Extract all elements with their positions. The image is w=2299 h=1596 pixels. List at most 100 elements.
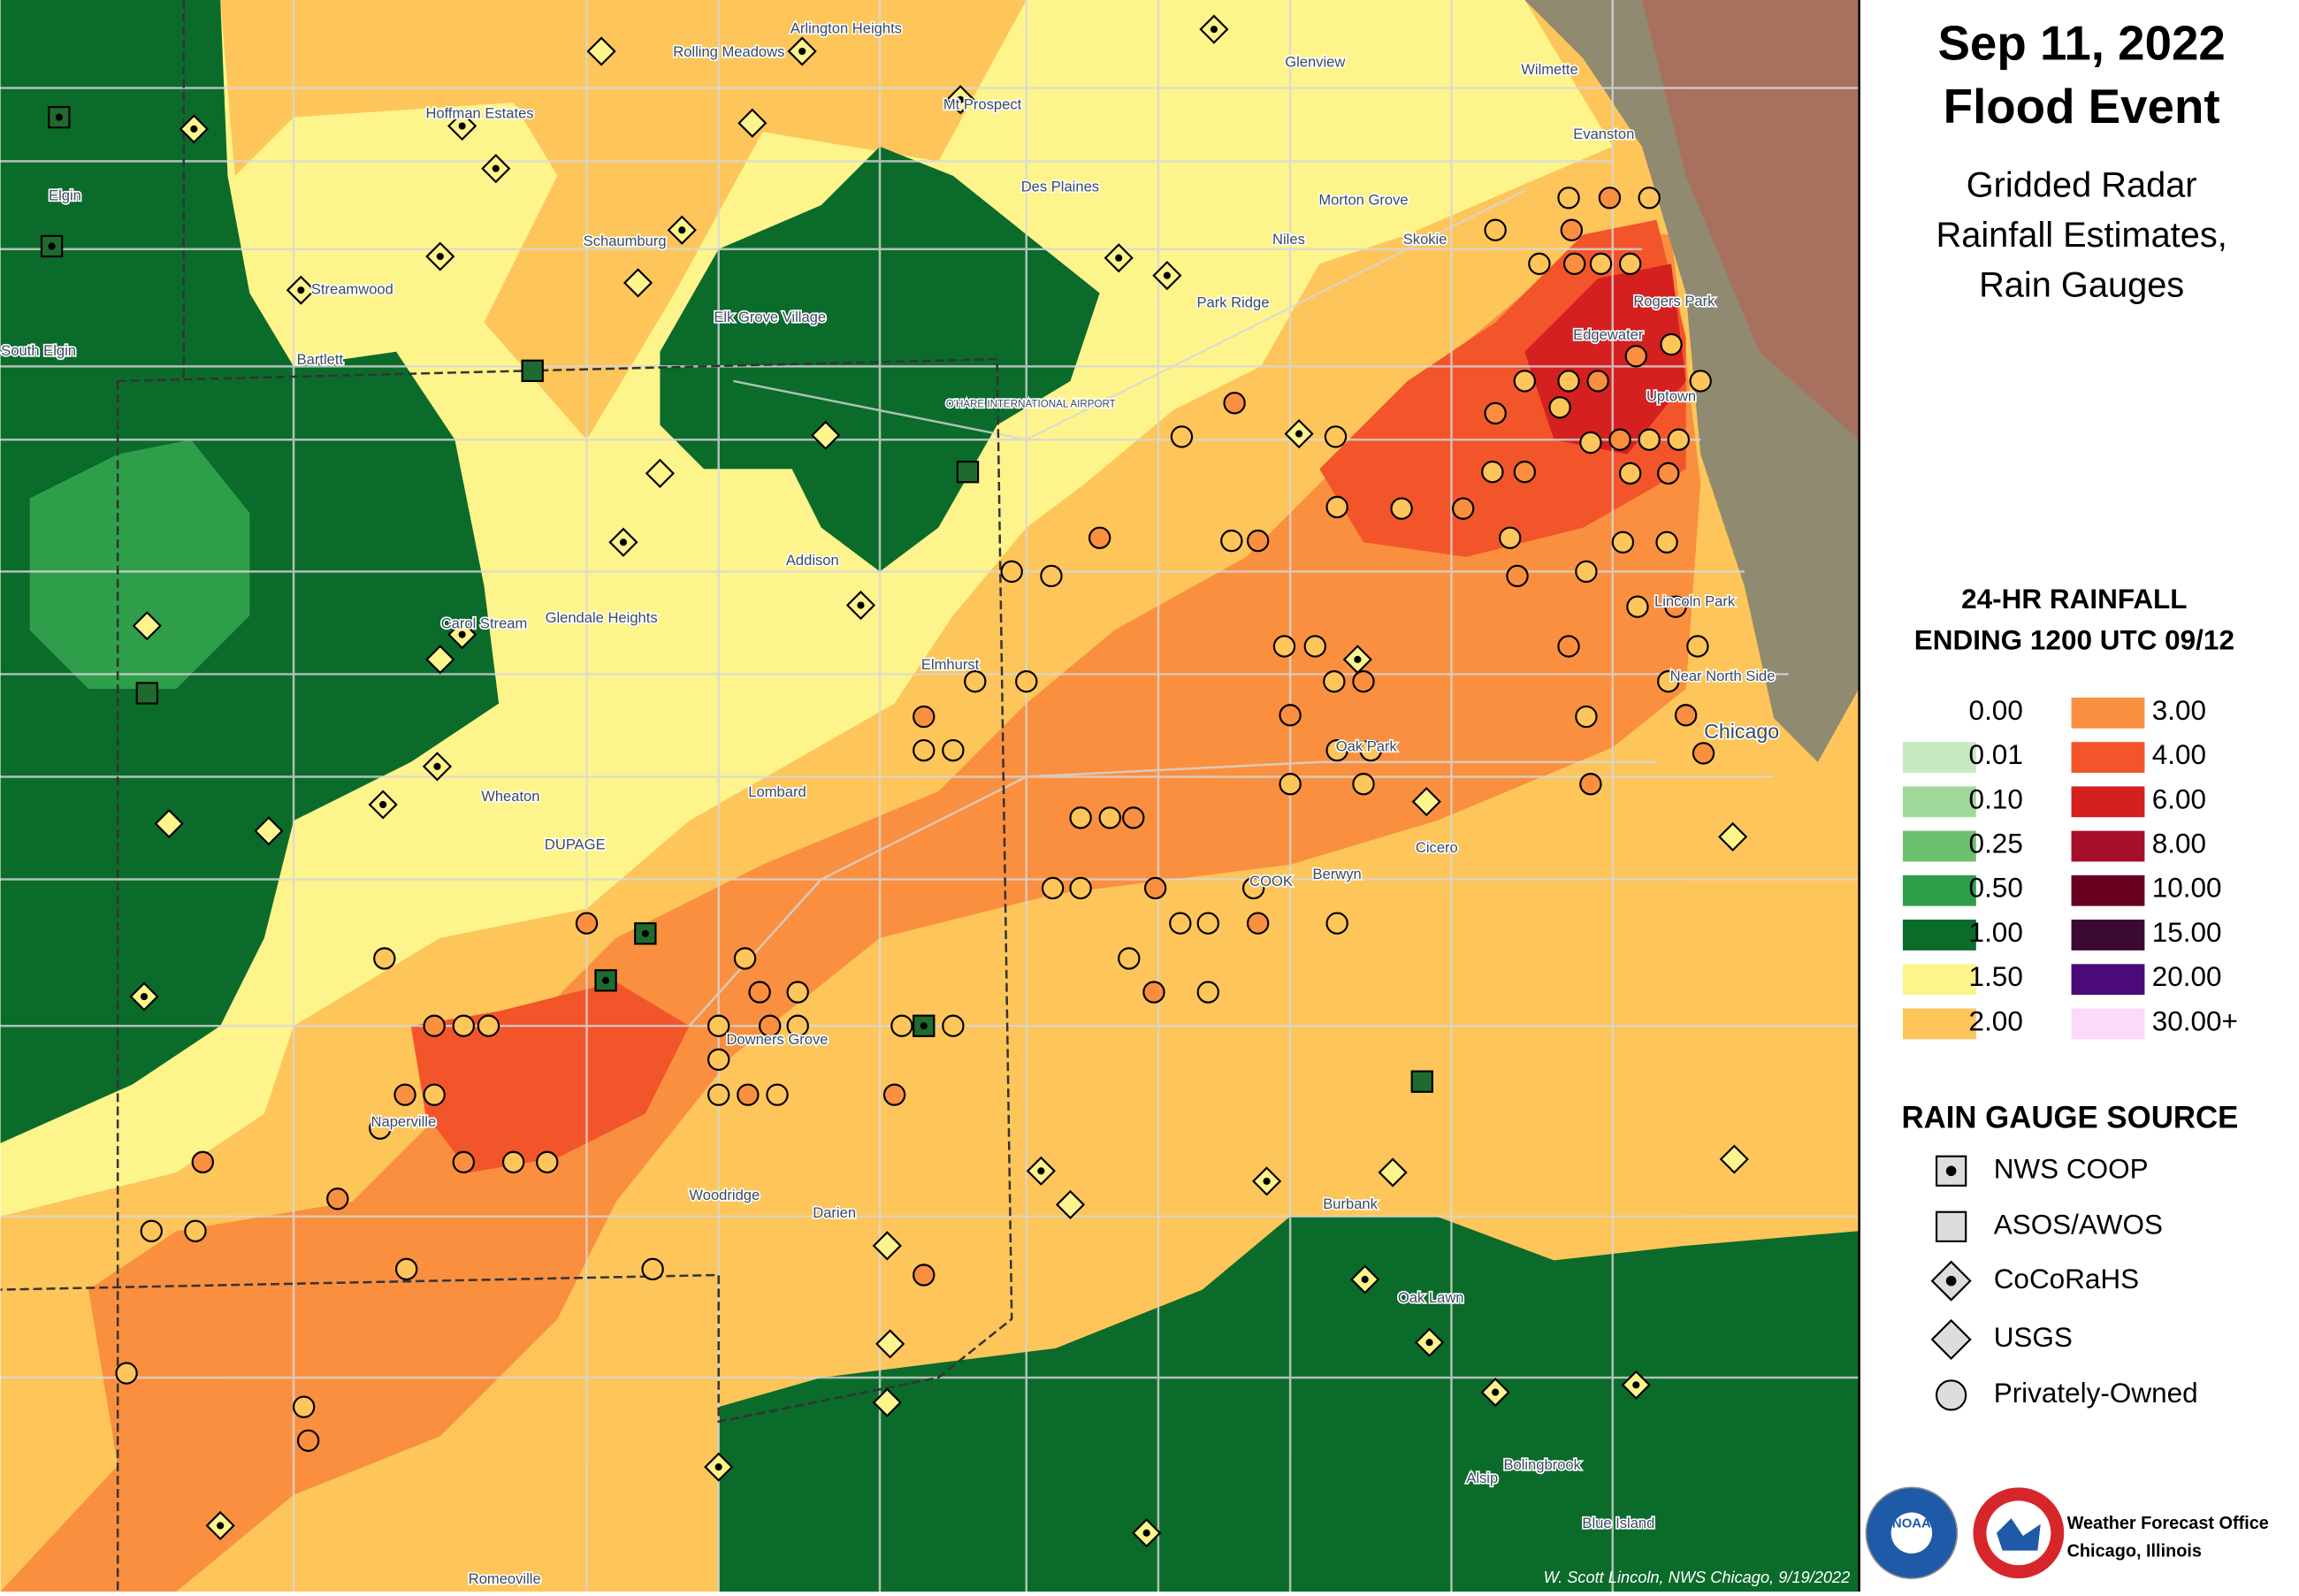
gauge-symbol [707, 1048, 730, 1072]
place-label: Downers Grove [726, 1031, 828, 1048]
gauge-source-label: NWS COOP [1994, 1153, 2149, 1185]
gauge-symbol [1638, 428, 1661, 451]
gauge-symbol [1664, 595, 1687, 618]
place-label: Niles [1272, 231, 1305, 248]
gauge-symbol [875, 1329, 905, 1359]
gauge-symbol [586, 36, 616, 66]
legend-label: 1.00 [1969, 916, 2023, 948]
gauge-symbol [154, 808, 184, 839]
gauge-symbol [536, 1150, 559, 1174]
gauge-dot [55, 113, 63, 121]
gauge-dot [1425, 1339, 1433, 1347]
gauge-symbol [1586, 370, 1609, 393]
gauge-symbol [707, 1083, 730, 1106]
gauge-source-label: USGS [1994, 1321, 2073, 1353]
gauge-symbol [737, 1083, 760, 1106]
gauge-symbol [1069, 876, 1092, 900]
gauge-symbol [1562, 252, 1586, 276]
gauge-symbol [1223, 392, 1246, 415]
place-label: Lincoln Park [1654, 593, 1736, 610]
legend-label: 0.01 [1969, 738, 2023, 770]
gauge-symbol [254, 816, 284, 846]
place-label: Skokie [1403, 231, 1447, 248]
gauge-symbol [913, 1264, 936, 1287]
place-label: COOK [1249, 873, 1293, 890]
gauge-dot [217, 1522, 225, 1530]
place-label: Chicago [1704, 720, 1779, 743]
gauge-symbol [1626, 595, 1649, 618]
gauge-symbol [452, 1150, 475, 1174]
gauge-symbol [1481, 461, 1504, 484]
gauge-symbol [1718, 821, 1748, 852]
place-label: Near North Side [1670, 668, 1776, 684]
gauge-symbol [1499, 526, 1522, 549]
gauge-symbol [1410, 1070, 1433, 1093]
gauge-dot [641, 929, 649, 937]
place-label: Addison [786, 552, 839, 569]
gauge-dot [1945, 1165, 1957, 1177]
gauge-dot [140, 993, 149, 1001]
gauge-symbol [1088, 526, 1111, 549]
place-label: Bolingbrook [1503, 1456, 1581, 1473]
map-area [0, 0, 1860, 1592]
legend-swatch [2071, 697, 2145, 729]
gauge-symbol [1557, 370, 1580, 393]
gauge-symbol [425, 645, 455, 675]
gauge-symbol [575, 912, 599, 935]
gauge-symbol [964, 670, 987, 693]
gauge-dot [619, 538, 628, 546]
place-label: Lombard [748, 783, 806, 800]
place-label: South Elgin [1, 342, 76, 359]
gauge-symbol [1598, 187, 1622, 210]
gauge-dot [1354, 655, 1362, 663]
gauge-symbol [1557, 635, 1580, 658]
place-label: Glendale Heights [546, 609, 658, 626]
gauge-source-label: Privately-Owned [1994, 1377, 2198, 1409]
gauge-symbol [913, 738, 936, 762]
legend-swatch [2071, 786, 2145, 818]
gauge-symbol [1657, 670, 1680, 693]
gauge-source-title: RAIN GAUGE SOURCE [1901, 1100, 2238, 1134]
noaa-logo-text: NOAA [1892, 1517, 1931, 1531]
gauge-symbol [184, 1219, 207, 1242]
county-border [0, 0, 1013, 1592]
place-label: Elk Grove Village [714, 309, 826, 325]
gauges [40, 14, 1749, 1548]
gauge-symbol [1055, 1189, 1086, 1220]
gauge-symbol [1579, 773, 1602, 796]
legend-swatch [1902, 830, 1976, 862]
gauge-symbol [1575, 705, 1598, 729]
gauge-symbol [737, 108, 768, 138]
gauge-symbol [1411, 787, 1441, 817]
place-label: Carol Stream [441, 615, 528, 631]
gauge-symbol [1272, 635, 1296, 658]
gauge-symbol [1674, 704, 1698, 727]
place-label: Cicero [1416, 839, 1458, 856]
legend-label: 0.10 [1969, 783, 2023, 814]
gauge-dot [48, 242, 56, 250]
gauge-symbol [1325, 912, 1348, 935]
gauge-symbol [521, 359, 544, 383]
place-label: Edgewater [1573, 326, 1644, 343]
gauge-symbol [913, 705, 936, 729]
gauge-symbol [1069, 806, 1092, 829]
subtitle: Gridded Radar [1967, 166, 2197, 205]
gauge-symbol [872, 1231, 902, 1261]
gauge-symbol [786, 1014, 809, 1037]
gauge-symbol [811, 420, 841, 450]
gauge-symbol [882, 1083, 906, 1106]
legend-swatch [1902, 742, 1976, 773]
gauge-symbol [1325, 738, 1348, 762]
gauge-source-label: ASOS/AWOS [1994, 1209, 2163, 1241]
gauge-symbol [1657, 462, 1680, 485]
place-label: Oak Lawn [1398, 1289, 1464, 1306]
gauge-symbol [452, 1014, 475, 1037]
place-label: Darien [813, 1204, 856, 1221]
legend-label: 1.50 [1969, 960, 2023, 992]
gauge-symbol [1122, 806, 1145, 829]
gauge-symbol [759, 1014, 782, 1037]
gauge-dot [1492, 1388, 1500, 1396]
gauge-symbol [1040, 564, 1063, 588]
gauge-symbol [942, 738, 965, 762]
